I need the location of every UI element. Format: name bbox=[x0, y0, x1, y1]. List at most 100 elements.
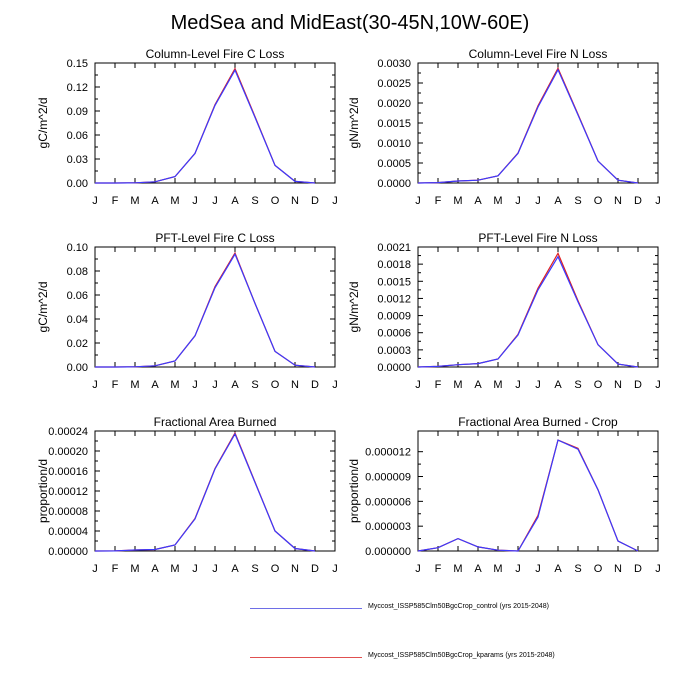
y-tick-label: 0.15 bbox=[67, 58, 88, 70]
series-line-control bbox=[417, 255, 639, 368]
x-tick-label: N bbox=[291, 563, 299, 575]
x-tick-label: S bbox=[574, 195, 581, 207]
x-tick-label: F bbox=[435, 379, 442, 391]
x-tick-label: D bbox=[311, 379, 319, 391]
y-tick-label: 0.0000 bbox=[377, 362, 411, 374]
x-tick-label: F bbox=[435, 195, 442, 207]
plot-frame bbox=[94, 430, 336, 552]
series-line-kparams bbox=[95, 251, 316, 368]
y-axis-label: gN/m^2/d bbox=[347, 98, 361, 149]
x-tick-label: N bbox=[291, 195, 299, 207]
y-tick-label: 0.00008 bbox=[48, 506, 88, 518]
y-tick-label: 0.0021 bbox=[377, 242, 411, 254]
y-tick-label: 0.00024 bbox=[48, 426, 88, 438]
x-tick-label: O bbox=[271, 195, 280, 207]
x-tick-label: J bbox=[515, 379, 521, 391]
y-tick-label: 0.00016 bbox=[48, 466, 88, 478]
y-tick-label: 0.000003 bbox=[365, 521, 411, 533]
x-tick-label: D bbox=[634, 563, 642, 575]
x-tick-label: J bbox=[515, 195, 521, 207]
x-tick-label: N bbox=[614, 195, 622, 207]
legend-line-kparams bbox=[250, 657, 362, 658]
series-line-kparams bbox=[95, 67, 316, 184]
x-tick-label: A bbox=[474, 379, 482, 391]
series-line-control bbox=[94, 432, 316, 552]
x-tick-label: J bbox=[92, 563, 98, 575]
y-tick-label: 0.0030 bbox=[377, 58, 411, 70]
x-tick-label: J bbox=[212, 195, 218, 207]
x-tick-label: F bbox=[112, 195, 119, 207]
series-line-control bbox=[417, 68, 639, 184]
x-tick-label: J bbox=[535, 195, 541, 207]
x-tick-label: D bbox=[311, 195, 319, 207]
x-tick-label: M bbox=[453, 195, 462, 207]
panel-title: Column-Level Fire C Loss bbox=[146, 47, 285, 61]
x-tick-label: J bbox=[192, 195, 198, 207]
panel-title: PFT-Level Fire N Loss bbox=[478, 231, 597, 245]
x-tick-label: J bbox=[655, 563, 661, 575]
x-tick-label: M bbox=[493, 563, 502, 575]
plot-frame bbox=[94, 62, 336, 184]
y-axis-label: gC/m^2/d bbox=[36, 98, 50, 149]
y-tick-label: 0.02 bbox=[67, 338, 88, 350]
y-tick-label: 0.08 bbox=[67, 266, 88, 278]
y-tick-label: 0.06 bbox=[67, 130, 88, 142]
x-tick-label: M bbox=[453, 379, 462, 391]
x-tick-label: M bbox=[130, 563, 139, 575]
y-tick-label: 0.0003 bbox=[377, 345, 411, 357]
x-tick-label: A bbox=[231, 563, 239, 575]
y-tick-label: 0.04 bbox=[67, 314, 88, 326]
x-tick-label: S bbox=[251, 195, 258, 207]
x-tick-label: M bbox=[493, 379, 502, 391]
x-tick-label: A bbox=[474, 195, 482, 207]
x-tick-label: J bbox=[415, 563, 421, 575]
x-tick-label: S bbox=[251, 563, 258, 575]
y-axis-label: gC/m^2/d bbox=[36, 282, 50, 333]
y-tick-label: 0.000006 bbox=[365, 496, 411, 508]
panel-title: Column-Level Fire N Loss bbox=[469, 47, 608, 61]
x-tick-label: F bbox=[112, 563, 119, 575]
series-line-control bbox=[95, 68, 316, 184]
y-tick-label: 0.00012 bbox=[48, 486, 88, 498]
panel-title: Fractional Area Burned - Crop bbox=[458, 415, 618, 429]
x-tick-label: A bbox=[554, 379, 562, 391]
x-tick-label: F bbox=[435, 563, 442, 575]
x-tick-label: J bbox=[212, 379, 218, 391]
y-tick-label: 0.12 bbox=[67, 82, 88, 94]
x-tick-label: J bbox=[535, 563, 541, 575]
y-tick-label: 0.00 bbox=[67, 178, 88, 190]
panel-6: Fractional Area Burned - Crop proportion/… bbox=[347, 415, 661, 575]
x-tick-label: M bbox=[170, 379, 179, 391]
x-tick-label: J bbox=[332, 563, 338, 575]
panel-title: PFT-Level Fire C Loss bbox=[155, 231, 274, 245]
y-axis-label: proportion/d bbox=[36, 459, 50, 523]
x-tick-label: A bbox=[554, 195, 562, 207]
x-tick-label: O bbox=[594, 563, 603, 575]
x-tick-label: M bbox=[170, 563, 179, 575]
y-tick-label: 0.00 bbox=[67, 362, 88, 374]
x-tick-label: D bbox=[634, 379, 642, 391]
y-axis-label: gN/m^2/d bbox=[347, 282, 361, 333]
y-tick-label: 0.000009 bbox=[365, 472, 411, 484]
legend-entry-kparams: Myccost_ISSP585Clm50BgcCrop_kparams (yrs… bbox=[250, 649, 700, 669]
x-tick-label: O bbox=[594, 195, 603, 207]
y-tick-label: 0.0012 bbox=[377, 293, 411, 305]
x-tick-label: A bbox=[231, 195, 239, 207]
series-line-kparams bbox=[417, 251, 639, 368]
panel-title: Fractional Area Burned bbox=[154, 415, 277, 429]
y-tick-label: 0.00000 bbox=[48, 546, 88, 558]
x-tick-label: J bbox=[415, 195, 421, 207]
series-line-kparams bbox=[417, 66, 639, 184]
y-tick-label: 0.06 bbox=[67, 290, 88, 302]
y-tick-label: 0.0005 bbox=[377, 158, 411, 170]
x-tick-label: J bbox=[655, 195, 661, 207]
x-tick-label: O bbox=[594, 379, 603, 391]
y-tick-label: 0.03 bbox=[67, 154, 88, 166]
y-tick-label: 0.0025 bbox=[377, 78, 411, 90]
